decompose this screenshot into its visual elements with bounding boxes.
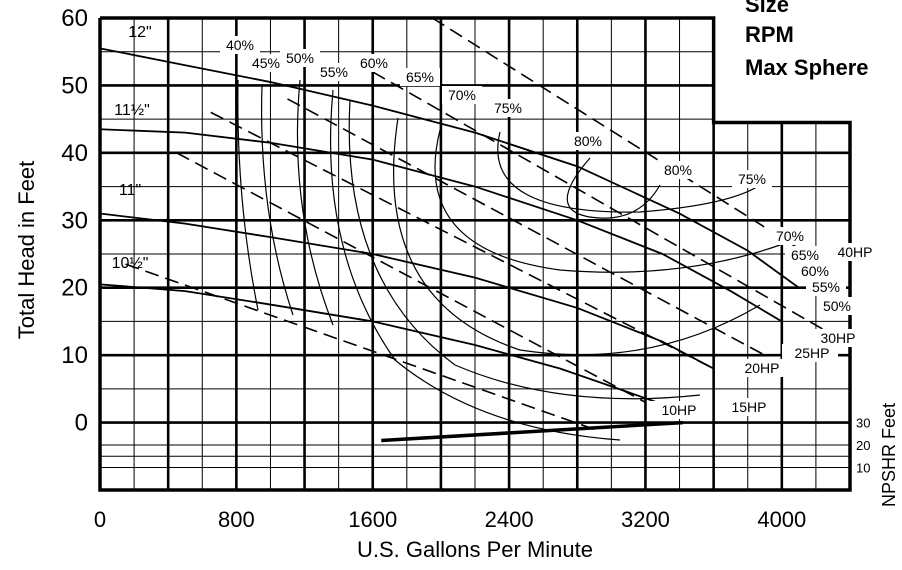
y-tick-label: 10: [61, 342, 88, 369]
efficiency-label-background: [314, 63, 354, 81]
efficiency-label: 55%: [320, 64, 348, 80]
efficiency-curve: [348, 99, 701, 400]
horsepower-line: [287, 98, 766, 356]
horsepower-label-background: [719, 398, 775, 416]
efficiency-label-background: [785, 246, 825, 264]
efficiency-label-background: [246, 54, 286, 72]
x-axis-title: U.S. Gallons Per Minute: [357, 537, 593, 562]
horsepower-line: [176, 152, 646, 404]
efficiency-label: 40%: [226, 37, 254, 53]
efficiency-label: 70%: [448, 87, 476, 103]
efficiency-label-background: [795, 262, 835, 280]
horsepower-label: 30HP: [820, 330, 855, 346]
efficiency-label-background: [817, 297, 857, 315]
impeller-size-label: 12": [128, 24, 151, 41]
efficiency-label-background: [400, 68, 440, 86]
horsepower-label-background: [649, 401, 705, 419]
efficiency-label-background: [770, 227, 810, 245]
y-tick-label: 0: [75, 410, 88, 437]
horsepower-label: 15HP: [731, 399, 766, 415]
efficiency-label: 75%: [494, 100, 522, 116]
horsepower-label: 25HP: [794, 345, 829, 361]
npshr-curve: [381, 420, 684, 443]
y-tick-label: 60: [61, 5, 88, 32]
efficiency-label-background: [806, 278, 846, 296]
horsepower-label: 10HP: [661, 402, 696, 418]
impeller-size-label: 11": [119, 182, 141, 199]
impeller-curve: [99, 128, 783, 323]
chart-frame: [98, 16, 852, 492]
x-tick-label: 800: [218, 507, 255, 532]
spec-size-label: Size: [745, 0, 790, 17]
efficiency-curves: [237, 79, 781, 441]
horsepower-label-background: [782, 344, 838, 362]
efficiency-curve: [261, 84, 294, 316]
x-tick-label: 4000: [757, 507, 806, 532]
axis-ticks: 0 800 1600 2400 3200 4000 0 10 20 30 40 50 60: [61, 5, 806, 532]
npshr-tick-label: 10: [856, 461, 870, 476]
efficiency-label-background: [280, 49, 320, 67]
impeller-size-label: 11½": [114, 102, 150, 119]
horsepower-line: [431, 17, 808, 255]
spec-rpm-label: RPM: [745, 22, 794, 47]
y-tick-label: 20: [61, 275, 88, 302]
x-tick-label: 0: [94, 507, 106, 532]
efficiency-label: 55%: [812, 279, 840, 295]
y-tick-label: 30: [61, 207, 88, 234]
efficiency-label-background: [442, 86, 482, 104]
efficiency-curve: [497, 131, 761, 213]
efficiency-label: 50%: [286, 50, 314, 66]
x-tick-label: 3200: [621, 507, 670, 532]
npshr-axis-title: NPSHR Feet: [879, 403, 899, 507]
efficiency-label-background: [732, 170, 772, 188]
efficiency-label-background: [488, 99, 528, 117]
x-tick-label: 1600: [348, 507, 397, 532]
efficiency-label: 50%: [823, 298, 851, 314]
y-tick-label: 40: [61, 140, 88, 167]
npshr-tick-label: 30: [856, 416, 870, 431]
impeller-curve: [99, 283, 677, 410]
efficiency-curve: [566, 157, 661, 219]
efficiency-label: 65%: [406, 69, 434, 85]
efficiency-curve: [393, 117, 761, 356]
efficiency-label: 45%: [252, 55, 280, 71]
impeller-size-label: 10½": [112, 255, 149, 272]
y-tick-label: 50: [61, 72, 88, 99]
npshr-area: 10 20 30: [100, 416, 870, 476]
horsepower-label: 20HP: [744, 360, 779, 376]
efficiency-label-background: [220, 36, 260, 54]
npshr-tick-label: 20: [856, 438, 870, 453]
horsepower-label-background: [732, 359, 788, 377]
horsepower-lines: [125, 17, 834, 431]
x-tick-label: 2400: [485, 507, 534, 532]
efficiency-label: 75%: [738, 171, 766, 187]
efficiency-label: 60%: [360, 55, 388, 71]
horsepower-line: [372, 71, 834, 336]
efficiency-label: 65%: [791, 247, 819, 263]
efficiency-label-background: [354, 54, 394, 72]
spec-max-sphere-label: Max Sphere: [745, 55, 869, 80]
efficiency-curve: [296, 79, 334, 326]
efficiency-curve: [237, 79, 259, 311]
efficiency-label-background: [568, 132, 608, 150]
impeller-curve: [99, 47, 800, 289]
horsepower-label-background: [808, 329, 864, 347]
efficiency-label: 70%: [776, 228, 804, 244]
y-axis-title: Total Head in Feet: [14, 161, 39, 340]
efficiency-label: 60%: [801, 263, 829, 279]
efficiency-label: 80%: [664, 162, 692, 178]
horsepower-label: 40HP: [837, 244, 872, 260]
efficiency-curve: [434, 129, 781, 273]
horsepower-line: [210, 111, 714, 370]
efficiency-label-background: [658, 161, 698, 179]
horsepower-label-background: [825, 243, 881, 261]
efficiency-label: 80%: [574, 133, 602, 149]
